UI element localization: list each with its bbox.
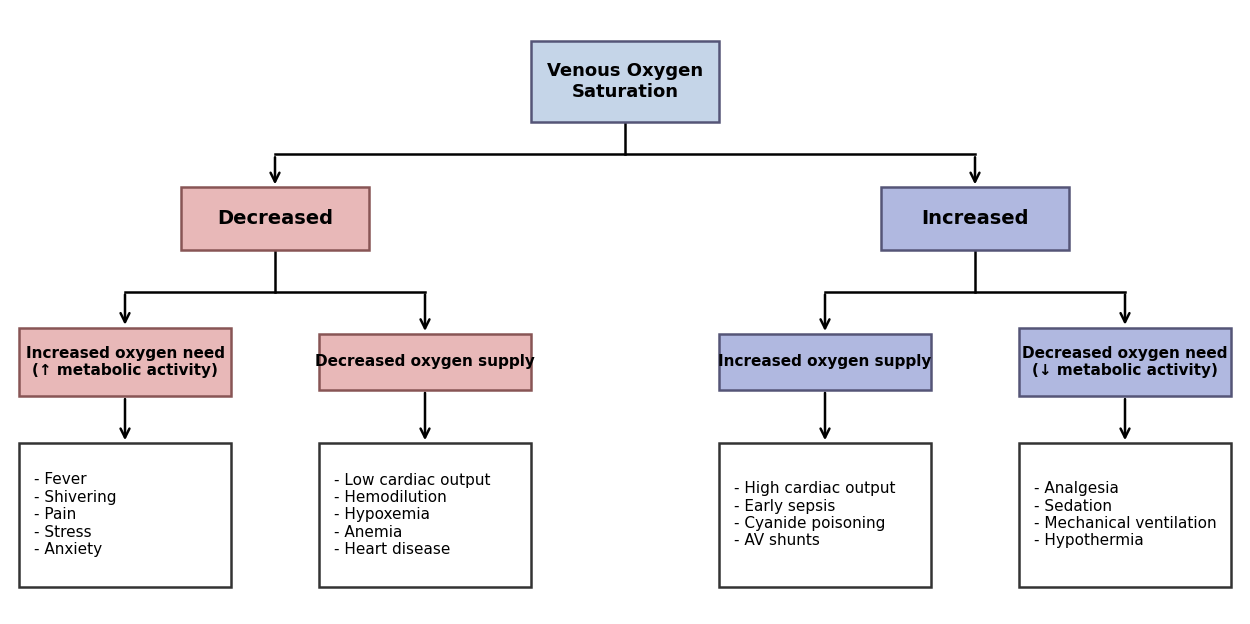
Text: - Fever
- Shivering
- Pain
- Stress
- Anxiety: - Fever - Shivering - Pain - Stress - An… <box>34 472 116 557</box>
FancyBboxPatch shape <box>181 187 369 250</box>
Text: - Analgesia
- Sedation
- Mechanical ventilation
- Hypothermia: - Analgesia - Sedation - Mechanical vent… <box>1034 481 1216 548</box>
FancyBboxPatch shape <box>719 334 931 390</box>
Text: Increased oxygen supply: Increased oxygen supply <box>719 354 931 369</box>
Text: Decreased oxygen need
(↓ metabolic activity): Decreased oxygen need (↓ metabolic activ… <box>1022 346 1228 378</box>
Text: Decreased: Decreased <box>217 209 332 228</box>
Text: Venous Oxygen
Saturation: Venous Oxygen Saturation <box>548 62 702 100</box>
FancyBboxPatch shape <box>319 334 531 390</box>
FancyBboxPatch shape <box>1019 443 1231 587</box>
Text: - High cardiac output
- Early sepsis
- Cyanide poisoning
- AV shunts: - High cardiac output - Early sepsis - C… <box>734 481 895 548</box>
FancyBboxPatch shape <box>19 443 231 587</box>
FancyBboxPatch shape <box>319 443 531 587</box>
Text: - Low cardiac output
- Hemodilution
- Hypoxemia
- Anemia
- Heart disease: - Low cardiac output - Hemodilution - Hy… <box>334 472 490 557</box>
FancyBboxPatch shape <box>531 41 719 122</box>
FancyBboxPatch shape <box>719 443 931 587</box>
FancyBboxPatch shape <box>1019 328 1231 396</box>
Text: Decreased oxygen supply: Decreased oxygen supply <box>315 354 535 369</box>
FancyBboxPatch shape <box>19 328 231 396</box>
Text: Increased: Increased <box>921 209 1029 228</box>
FancyBboxPatch shape <box>881 187 1069 250</box>
Text: Increased oxygen need
(↑ metabolic activity): Increased oxygen need (↑ metabolic activ… <box>25 346 225 378</box>
